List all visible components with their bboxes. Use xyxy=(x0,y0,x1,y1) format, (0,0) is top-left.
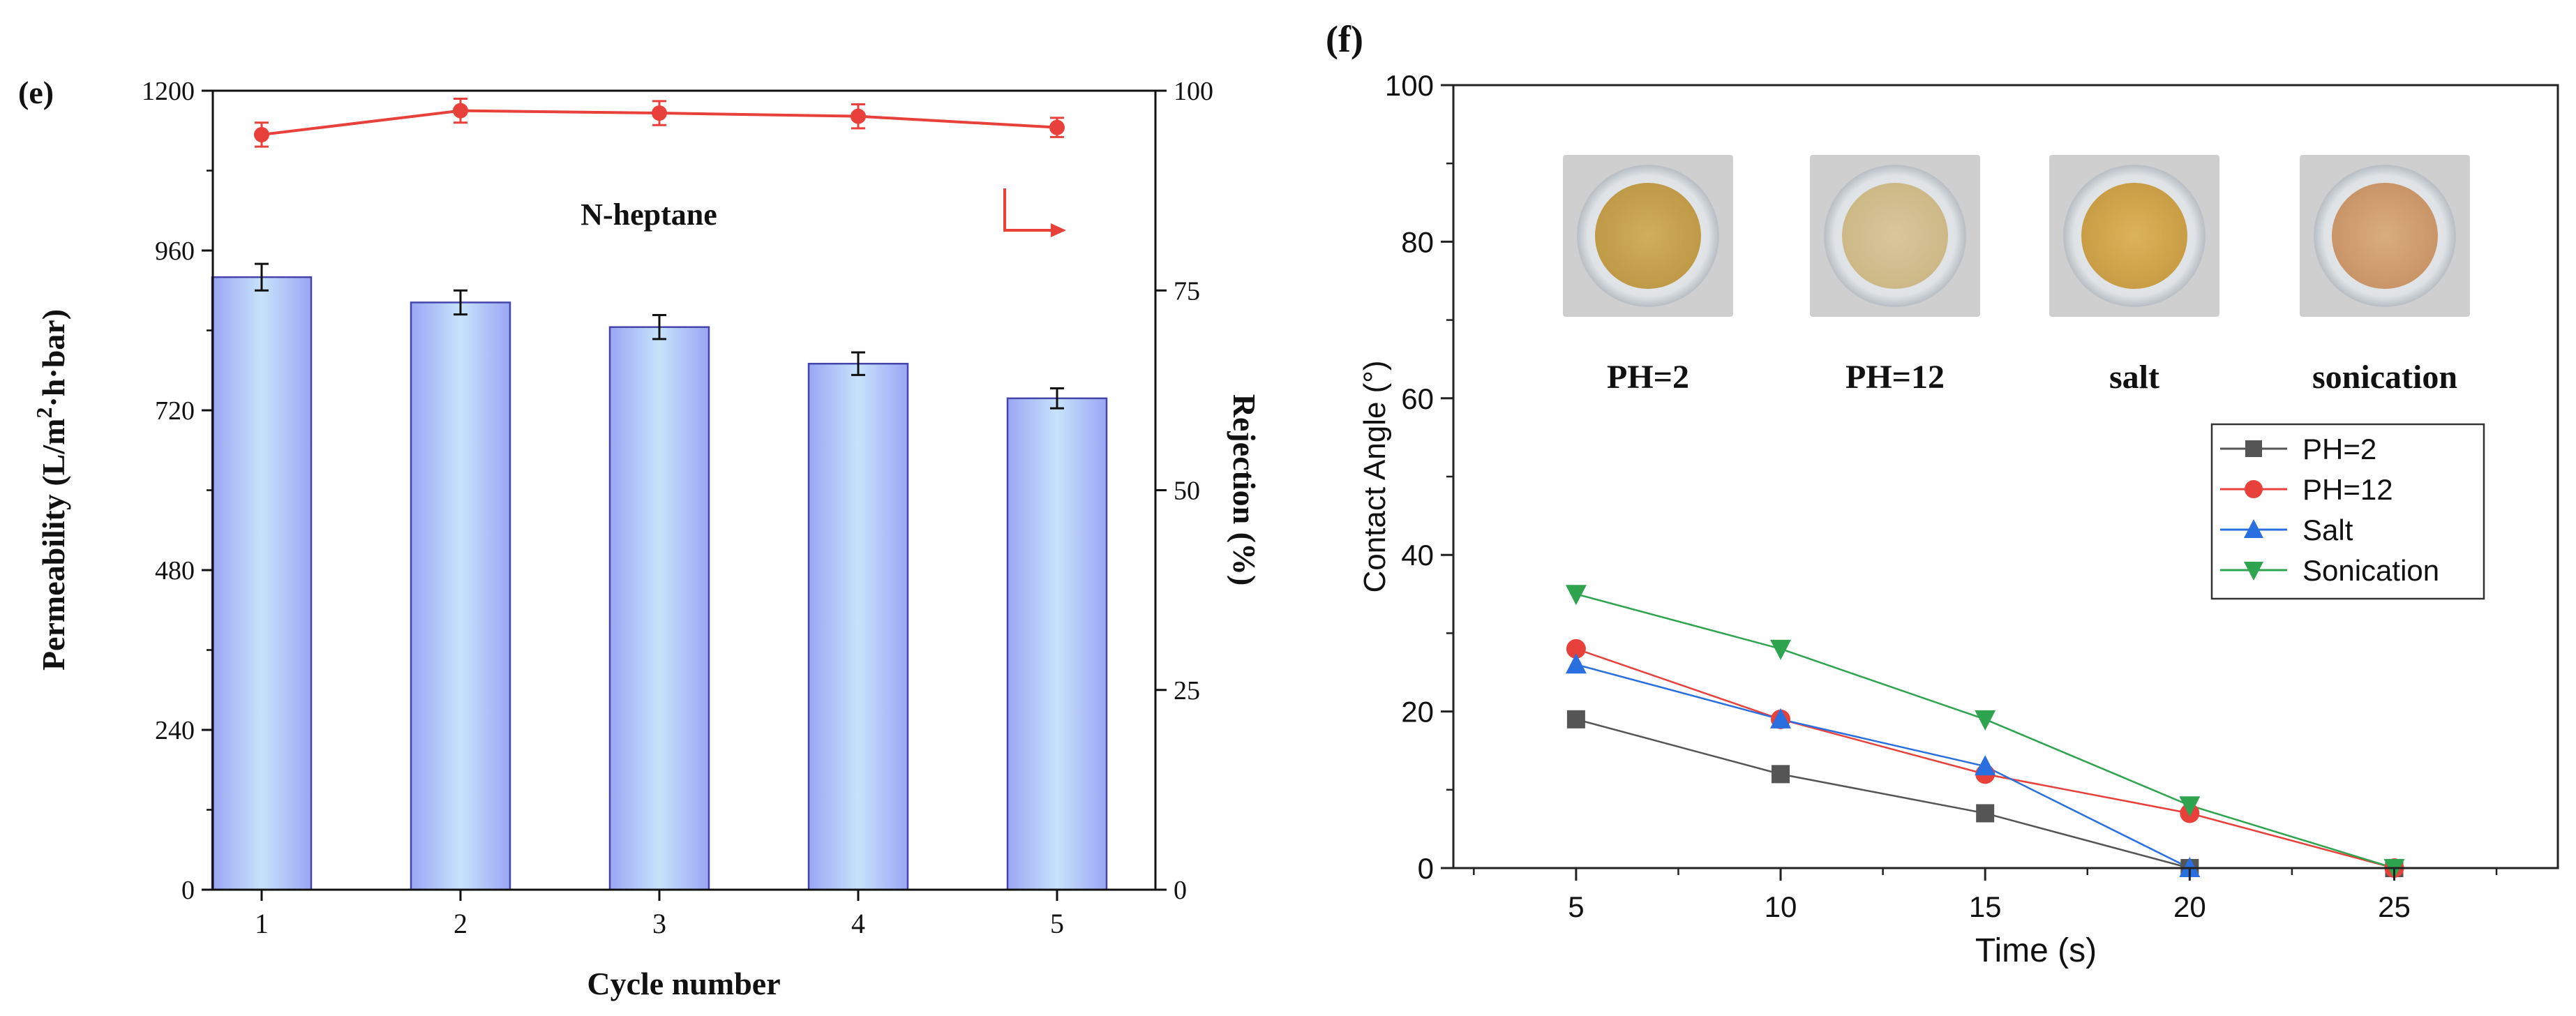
e-x-tick-label-5: 5 xyxy=(1050,908,1064,939)
e-left-tick-label-240: 240 xyxy=(155,716,195,745)
e-rejection-point-1 xyxy=(254,126,269,142)
f-photo-label-0: PH=2 xyxy=(1607,359,1689,396)
e-right-axis-ticks: 0 25 50 75 100 xyxy=(1155,77,1213,905)
panel-f-label: (f) xyxy=(1326,18,1363,60)
e-rejection-point-4 xyxy=(851,108,866,124)
e-rejection-line-group xyxy=(254,97,1065,148)
f-x-tick-label-10: 10 xyxy=(1765,890,1797,923)
e-right-tick-label-100: 100 xyxy=(1174,77,1213,106)
e-rejection-point-2 xyxy=(453,103,468,119)
f-y-tick-label-80: 80 xyxy=(1401,225,1434,258)
e-right-axis-indicator-arrow xyxy=(1003,188,1066,237)
photo-sonication-sample xyxy=(2332,183,2438,289)
e-left-axis-title-tail: ·h·bar) xyxy=(36,309,71,408)
e-left-tick-label-480: 480 xyxy=(155,556,195,585)
f-legend: PH=2 PH=12 Salt Sonication xyxy=(2210,423,2485,600)
e-x-tick-label-2: 2 xyxy=(454,908,467,939)
f-photo-labels: PH=2 PH=12 salt sonication xyxy=(1607,359,2457,396)
e-x-tick-label-4: 4 xyxy=(851,908,865,939)
f-point-salt-5 xyxy=(1565,653,1587,674)
e-bar-cycle-3 xyxy=(608,326,710,891)
f-point-ph2-15 xyxy=(1976,804,1995,823)
f-x-axis-ticks: 5 10 15 20 25 xyxy=(1473,868,2498,923)
f-point-sonication-10 xyxy=(1770,639,1792,660)
e-bar-cycle-1 xyxy=(211,276,313,891)
e-left-axis-title-main: Permeability (L/m xyxy=(36,419,71,671)
e-x-axis-title: Cycle number xyxy=(587,966,780,1001)
e-left-tick-label-0: 0 xyxy=(181,876,195,905)
e-left-tick-label-960: 960 xyxy=(155,237,195,266)
f-legend-label-salt: Salt xyxy=(2302,514,2353,546)
e-left-axis-ticks: 0 240 480 720 960 1200 xyxy=(142,77,213,905)
panel-e-label: (e) xyxy=(18,75,54,110)
e-right-tick-label-50: 50 xyxy=(1174,477,1200,506)
f-legend-label-ph2: PH=2 xyxy=(2302,433,2376,465)
f-point-salt-10 xyxy=(1770,708,1792,729)
photo-ph2-sample xyxy=(1595,183,1701,289)
photo-salt-membrane xyxy=(2049,155,2219,317)
f-point-ph2-5 xyxy=(1566,710,1585,729)
f-legend-marker-ph12 xyxy=(2245,480,2263,498)
f-y-axis-ticks: 0 20 40 60 80 100 xyxy=(1385,69,1453,885)
f-y-tick-label-60: 60 xyxy=(1401,382,1434,415)
panel-e-permeability-chart: (e) 0 240 480 720 960 1200 0 25 50 75 100 1 2 3 4 5 C… xyxy=(18,75,1262,1001)
f-y-axis-title: Contact Angle (°) xyxy=(1358,360,1392,592)
f-y-tick-label-0: 0 xyxy=(1418,852,1434,885)
e-bar-cycle-4 xyxy=(807,362,909,891)
f-x-tick-label-25: 25 xyxy=(2378,890,2411,923)
e-arrow-head xyxy=(1051,223,1066,237)
e-left-tick-label-720: 720 xyxy=(155,396,195,426)
f-legend-marker-ph2 xyxy=(2245,440,2262,457)
e-arrow-line xyxy=(1003,188,1057,232)
f-x-axis-title: Time (s) xyxy=(1975,932,2097,969)
e-bar-cycle-5 xyxy=(1006,397,1108,891)
e-right-axis-title: Rejection (%) xyxy=(1227,394,1262,586)
e-bar-error-bars xyxy=(255,262,1064,410)
f-point-sonication-5 xyxy=(1565,585,1587,606)
f-y-tick-label-100: 100 xyxy=(1385,69,1434,102)
e-right-tick-label-0: 0 xyxy=(1174,876,1187,905)
e-annotation-n-heptane: N-heptane xyxy=(581,197,717,232)
f-line-salt xyxy=(1575,664,2190,869)
f-y-tick-label-40: 40 xyxy=(1401,539,1434,572)
e-x-tick-label-3: 3 xyxy=(652,908,666,939)
e-bar-cycle-2 xyxy=(410,301,511,891)
photo-ph12-membrane xyxy=(1810,155,1980,317)
f-legend-label-ph12: PH=12 xyxy=(2302,473,2393,506)
e-right-tick-label-75: 75 xyxy=(1174,276,1200,306)
e-left-axis-title-superscript: 2 xyxy=(31,408,57,419)
f-x-tick-label-5: 5 xyxy=(1568,890,1584,923)
f-point-sonication-15 xyxy=(1975,710,1996,731)
e-left-axis-title: Permeability (L/m2·h·bar) xyxy=(31,309,71,671)
e-x-tick-label-1: 1 xyxy=(255,908,269,939)
f-legend-marker-sonication xyxy=(2244,562,2263,581)
f-legend-marker-salt xyxy=(2244,519,2263,538)
f-y-tick-label-20: 20 xyxy=(1401,696,1434,729)
photo-sonication-membrane xyxy=(2300,155,2470,317)
f-x-tick-label-20: 20 xyxy=(2173,890,2206,923)
panel-f-contact-angle-chart: (f) 0 20 40 60 80 100 5 10 15 20 25 Time (s) Cont… xyxy=(1326,18,2559,969)
f-photo-label-1: PH=12 xyxy=(1845,359,1945,396)
f-point-ph2-10 xyxy=(1772,765,1790,784)
e-rejection-point-5 xyxy=(1049,119,1065,135)
photo-ph2-membrane xyxy=(1563,155,1733,317)
f-point-salt-15 xyxy=(1975,755,1996,776)
photo-salt-sample xyxy=(2081,183,2187,289)
f-photo-label-3: sonication xyxy=(2312,359,2457,396)
f-point-sonication-20 xyxy=(2179,796,2201,817)
e-right-tick-label-25: 25 xyxy=(1174,676,1200,705)
f-x-tick-label-15: 15 xyxy=(1969,890,2002,923)
photo-ph12-sample xyxy=(1842,183,1948,289)
e-left-tick-label-1200: 1200 xyxy=(142,77,195,106)
f-point-ph12-5 xyxy=(1566,638,1586,659)
f-legend-label-sonication: Sonication xyxy=(2302,554,2439,587)
f-photo-label-2: salt xyxy=(2109,359,2159,396)
e-rejection-point-3 xyxy=(652,105,667,121)
e-x-axis-ticks: 1 2 3 4 5 xyxy=(255,890,1064,939)
